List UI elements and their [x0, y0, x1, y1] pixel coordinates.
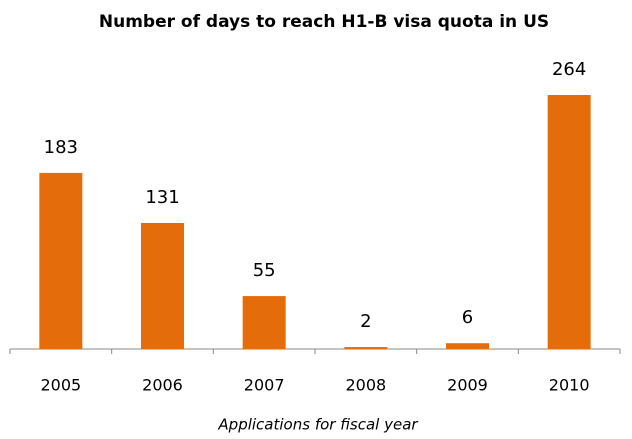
bar [242, 296, 286, 349]
bar [446, 343, 489, 349]
data-label: 55 [253, 260, 276, 281]
x-tick-label: 2010 [549, 376, 590, 395]
data-label: 6 [462, 307, 473, 328]
x-tick-label: 2008 [345, 376, 386, 395]
data-label: 131 [145, 187, 179, 208]
chart-title: Number of days to reach H1-B visa quota … [99, 12, 549, 32]
data-label: 2 [360, 311, 371, 332]
data-label: 183 [44, 137, 78, 158]
data-label: 264 [552, 59, 586, 80]
x-tick-label: 2007 [244, 376, 285, 395]
x-axis-label: Applications for fiscal year [217, 416, 418, 434]
bar [344, 347, 388, 349]
x-tick-label: 2006 [142, 376, 183, 395]
bar [141, 222, 184, 349]
bar [547, 95, 591, 349]
bar [39, 172, 83, 349]
x-tick-label: 2009 [447, 376, 488, 395]
x-tick-label: 2005 [40, 376, 81, 395]
